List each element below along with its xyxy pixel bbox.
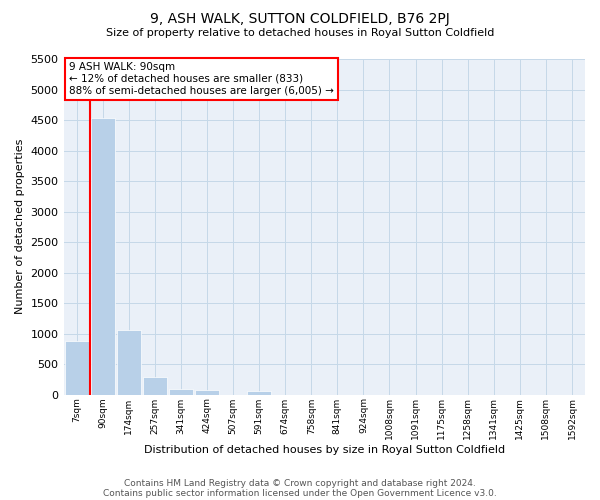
Bar	[169, 389, 193, 394]
Bar	[91, 118, 115, 394]
Text: Size of property relative to detached houses in Royal Sutton Coldfield: Size of property relative to detached ho…	[106, 28, 494, 38]
Text: Contains public sector information licensed under the Open Government Licence v3: Contains public sector information licen…	[103, 488, 497, 498]
Text: 9 ASH WALK: 90sqm
← 12% of detached houses are smaller (833)
88% of semi-detache: 9 ASH WALK: 90sqm ← 12% of detached hous…	[69, 62, 334, 96]
Bar	[143, 378, 167, 394]
Y-axis label: Number of detached properties: Number of detached properties	[15, 139, 25, 314]
X-axis label: Distribution of detached houses by size in Royal Sutton Coldfield: Distribution of detached houses by size …	[144, 445, 505, 455]
Bar	[117, 330, 141, 394]
Bar	[65, 341, 89, 394]
Text: 9, ASH WALK, SUTTON COLDFIELD, B76 2PJ: 9, ASH WALK, SUTTON COLDFIELD, B76 2PJ	[150, 12, 450, 26]
Text: Contains HM Land Registry data © Crown copyright and database right 2024.: Contains HM Land Registry data © Crown c…	[124, 478, 476, 488]
Bar	[195, 390, 219, 394]
Bar	[247, 392, 271, 394]
